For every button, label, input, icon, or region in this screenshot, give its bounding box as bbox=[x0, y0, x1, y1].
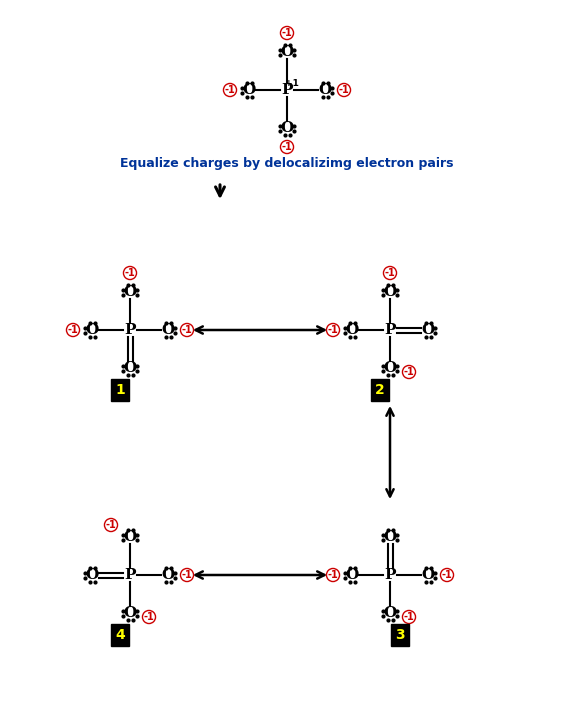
Text: +1: +1 bbox=[285, 79, 299, 87]
Text: -1: -1 bbox=[339, 85, 350, 95]
Text: O: O bbox=[383, 285, 397, 299]
Text: O: O bbox=[346, 568, 359, 582]
Text: -1: -1 bbox=[328, 325, 339, 335]
Text: O: O bbox=[123, 530, 137, 544]
Text: O: O bbox=[421, 568, 435, 582]
Text: O: O bbox=[242, 83, 255, 97]
Text: P: P bbox=[124, 323, 135, 337]
Text: 1: 1 bbox=[115, 383, 125, 397]
Text: O: O bbox=[123, 361, 137, 375]
Text: -1: -1 bbox=[181, 325, 192, 335]
Text: -1: -1 bbox=[224, 85, 235, 95]
Text: O: O bbox=[280, 121, 294, 135]
Text: -1: -1 bbox=[385, 268, 395, 278]
Text: -1: -1 bbox=[282, 28, 292, 38]
Text: O: O bbox=[86, 568, 99, 582]
Text: O: O bbox=[383, 361, 397, 375]
Text: P: P bbox=[384, 323, 395, 337]
Text: P: P bbox=[281, 83, 293, 97]
Text: -1: -1 bbox=[181, 570, 192, 580]
Text: 3: 3 bbox=[395, 628, 405, 642]
Text: O: O bbox=[346, 323, 359, 337]
Text: P: P bbox=[124, 568, 135, 582]
Text: O: O bbox=[123, 285, 137, 299]
Text: P: P bbox=[384, 568, 395, 582]
Text: O: O bbox=[123, 606, 137, 620]
Text: 2: 2 bbox=[375, 383, 385, 397]
Text: O: O bbox=[319, 83, 332, 97]
Text: O: O bbox=[161, 323, 174, 337]
Text: O: O bbox=[421, 323, 435, 337]
Text: O: O bbox=[280, 45, 294, 59]
Text: O: O bbox=[383, 606, 397, 620]
Text: -1: -1 bbox=[441, 570, 452, 580]
Text: -1: -1 bbox=[125, 268, 135, 278]
Text: O: O bbox=[86, 323, 99, 337]
Text: -1: -1 bbox=[282, 142, 292, 152]
Text: O: O bbox=[161, 568, 174, 582]
Text: -1: -1 bbox=[144, 612, 154, 622]
Text: -1: -1 bbox=[328, 570, 339, 580]
Text: O: O bbox=[383, 530, 397, 544]
Text: -1: -1 bbox=[404, 612, 414, 622]
Text: 4: 4 bbox=[115, 628, 125, 642]
Text: Equalize charges by delocalizimg electron pairs: Equalize charges by delocalizimg electro… bbox=[120, 156, 454, 170]
Text: -1: -1 bbox=[404, 367, 414, 377]
Text: -1: -1 bbox=[68, 325, 79, 335]
Text: -1: -1 bbox=[106, 520, 117, 530]
